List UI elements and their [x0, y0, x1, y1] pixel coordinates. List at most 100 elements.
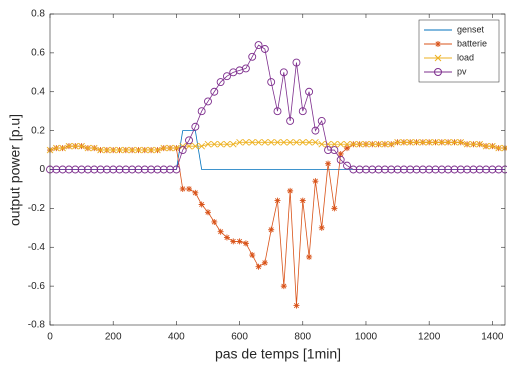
x-tick-label: 1000	[355, 332, 378, 343]
marker	[393, 165, 402, 174]
marker	[305, 87, 314, 96]
marker	[387, 140, 395, 148]
marker	[444, 138, 452, 146]
marker	[223, 140, 231, 148]
marker	[425, 138, 433, 146]
marker	[413, 138, 420, 146]
marker	[141, 146, 149, 154]
marker	[185, 142, 193, 150]
marker	[78, 142, 85, 150]
marker	[362, 165, 370, 174]
marker	[476, 140, 484, 148]
marker	[489, 142, 496, 150]
x-tick-label: 400	[168, 332, 185, 343]
marker	[350, 140, 357, 148]
marker	[470, 140, 477, 148]
series-line	[50, 44, 505, 170]
marker	[337, 150, 344, 157]
marker	[299, 138, 307, 146]
marker	[160, 144, 168, 152]
marker	[236, 138, 243, 146]
legend-marker	[434, 54, 442, 62]
marker	[457, 138, 465, 146]
series-markers	[46, 138, 507, 154]
marker	[255, 138, 262, 146]
marker	[444, 165, 453, 174]
marker	[210, 140, 218, 148]
marker	[368, 140, 376, 148]
marker	[128, 165, 137, 174]
marker	[121, 165, 130, 174]
marker	[274, 197, 281, 204]
marker	[406, 138, 414, 146]
marker	[343, 140, 351, 148]
marker	[204, 209, 211, 216]
y-tick-label: -0.8	[28, 320, 46, 331]
marker	[261, 259, 268, 266]
marker	[451, 138, 458, 146]
marker	[274, 138, 281, 146]
marker	[147, 146, 155, 154]
marker	[475, 165, 484, 174]
marker	[102, 165, 111, 174]
marker	[71, 165, 80, 174]
marker	[191, 122, 200, 131]
marker	[260, 45, 269, 53]
marker	[268, 226, 275, 233]
marker	[438, 138, 446, 146]
marker	[223, 234, 230, 241]
marker	[305, 138, 313, 146]
marker	[147, 165, 156, 174]
marker	[330, 146, 339, 155]
marker	[128, 146, 136, 154]
marker	[469, 165, 478, 174]
marker	[116, 146, 123, 154]
marker	[336, 155, 345, 164]
marker	[298, 107, 307, 116]
marker	[166, 165, 175, 174]
marker	[172, 165, 181, 174]
marker	[197, 107, 206, 116]
marker	[355, 165, 364, 174]
marker	[293, 138, 300, 146]
marker	[173, 144, 180, 152]
marker	[261, 138, 269, 146]
marker	[242, 138, 250, 146]
marker	[324, 146, 333, 155]
marker	[362, 140, 370, 148]
marker	[279, 68, 288, 77]
marker	[65, 142, 73, 150]
y-axis-label: output power [p.u]	[7, 114, 23, 226]
marker	[53, 144, 60, 152]
marker	[59, 144, 66, 152]
marker	[425, 165, 434, 174]
marker	[204, 97, 212, 106]
marker	[292, 58, 301, 67]
marker	[236, 238, 243, 245]
marker	[192, 142, 199, 150]
marker	[109, 146, 117, 154]
marker	[488, 165, 497, 174]
marker	[229, 140, 237, 148]
marker	[482, 142, 490, 150]
marker	[394, 138, 401, 146]
marker	[109, 165, 118, 174]
marker	[331, 140, 338, 148]
marker	[179, 185, 186, 192]
marker	[311, 126, 320, 135]
marker	[344, 145, 351, 152]
x-tick-label: 800	[294, 332, 311, 343]
x-tick-label: 600	[231, 332, 248, 343]
marker	[97, 146, 104, 154]
marker	[222, 72, 231, 81]
marker	[450, 165, 459, 174]
marker	[380, 165, 389, 174]
marker	[331, 205, 338, 212]
marker	[211, 218, 218, 225]
marker	[406, 165, 415, 174]
marker	[293, 302, 300, 309]
marker	[412, 165, 421, 174]
marker	[115, 165, 124, 174]
y-tick-label: -0.6	[28, 281, 46, 292]
marker	[241, 64, 250, 73]
